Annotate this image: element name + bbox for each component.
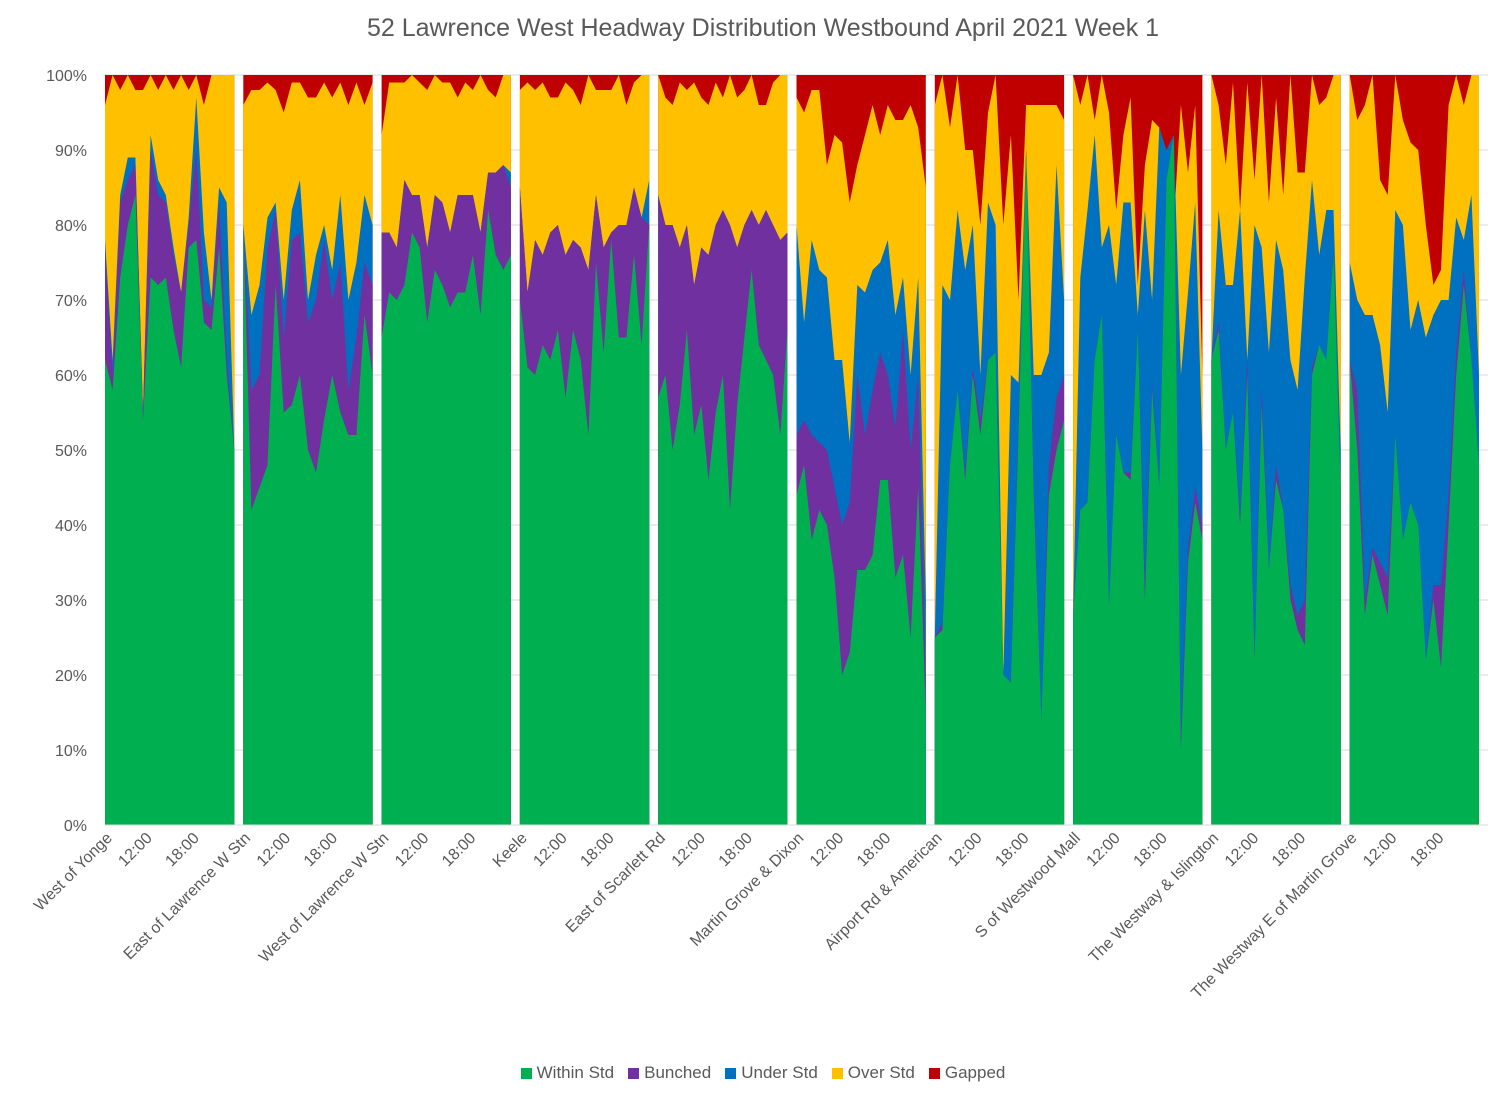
y-tick-label: 40% — [55, 518, 87, 535]
legend-swatch — [725, 1067, 737, 1079]
legend-item-bunched: Bunched — [628, 1063, 711, 1083]
legend-label: Within Std — [536, 1063, 615, 1082]
stop-panel — [105, 75, 235, 825]
x-tick-time-label: 12:00 — [1084, 830, 1124, 870]
x-tick-stop-label: West of Yonge — [31, 830, 116, 915]
area-within-std — [934, 150, 1065, 825]
y-tick-label: 60% — [55, 368, 87, 385]
legend-swatch — [831, 1067, 843, 1079]
x-tick-time-label: 18:00 — [854, 830, 894, 870]
area-within-std — [1349, 285, 1479, 825]
x-tick-time-label: 12:00 — [669, 830, 709, 870]
x-tick-time-label: 18:00 — [577, 830, 617, 870]
area-within-std — [796, 465, 926, 825]
x-tick-time-label: 12:00 — [1222, 830, 1262, 870]
stop-panel — [519, 75, 650, 825]
x-tick-stop-label: S of Westwood Mall — [972, 830, 1084, 942]
legend-swatch — [928, 1067, 940, 1079]
stop-panel — [1349, 75, 1479, 825]
legend-label: Gapped — [944, 1063, 1006, 1082]
y-tick-label: 100% — [46, 68, 87, 85]
legend-item-over-std: Over Std — [831, 1063, 915, 1083]
legend-label: Bunched — [644, 1063, 712, 1082]
area-within-std — [243, 225, 373, 825]
stop-panel — [658, 75, 788, 825]
x-tick-time-label: 12:00 — [1360, 830, 1400, 870]
x-tick-time-label: 18:00 — [1407, 830, 1447, 870]
legend-swatch — [520, 1067, 532, 1079]
area-within-std — [519, 225, 650, 825]
y-tick-label: 20% — [55, 668, 87, 685]
legend-swatch — [628, 1067, 640, 1079]
x-tick-stop-label: Keele — [490, 830, 531, 871]
y-tick-label: 30% — [55, 593, 87, 610]
x-tick-time-label: 18:00 — [439, 830, 479, 870]
legend-label: Over Std — [847, 1063, 915, 1082]
stop-panel — [796, 75, 926, 825]
y-tick-label: 80% — [55, 218, 87, 235]
x-tick-time-label: 18:00 — [1131, 830, 1171, 870]
y-axis: 0% 10% 20% 30% 40% 50% 60% 70% 80% 90% 100% — [46, 68, 87, 835]
area-series — [105, 75, 1479, 825]
x-tick-time-label: 18:00 — [992, 830, 1032, 870]
x-tick-time-label: 12:00 — [115, 830, 155, 870]
y-tick-label: 10% — [55, 743, 87, 760]
area-within-std — [1211, 255, 1341, 825]
x-tick-stop-label: East of Scarlett Rd — [563, 830, 669, 936]
y-tick-label: 50% — [55, 443, 87, 460]
chart-title: 52 Lawrence West Headway Distribution We… — [366, 14, 1160, 42]
x-tick-time-label: 12:00 — [530, 830, 570, 870]
area-within-std — [105, 195, 235, 825]
stop-panel — [243, 75, 373, 825]
x-tick-time-label: 18:00 — [162, 830, 202, 870]
area-within-std — [1073, 135, 1203, 825]
area-within-std — [658, 270, 788, 825]
area-within-std — [381, 210, 511, 825]
legend-item-within-std: Within Std — [520, 1063, 615, 1083]
x-tick-time-label: 18:00 — [716, 830, 756, 870]
legend-item-under-std: Under Std — [725, 1063, 818, 1083]
x-tick-time-label: 18:00 — [1269, 830, 1309, 870]
legend-item-gapped: Gapped — [928, 1063, 1006, 1083]
legend: Within Std Bunched Under Std Over Std Ga… — [0, 1063, 1506, 1083]
y-tick-label: 70% — [55, 293, 87, 310]
stop-panel — [1211, 75, 1341, 825]
stop-panel — [381, 75, 511, 825]
stop-panel — [1073, 75, 1203, 825]
x-tick-time-label: 18:00 — [301, 830, 341, 870]
legend-label: Under Std — [741, 1063, 818, 1082]
x-tick-time-label: 12:00 — [807, 830, 847, 870]
x-tick-time-label: 12:00 — [254, 830, 294, 870]
y-tick-label: 90% — [55, 143, 87, 160]
y-tick-label: 0% — [64, 818, 87, 835]
x-tick-time-label: 12:00 — [945, 830, 985, 870]
stop-panel — [934, 75, 1065, 825]
x-tick-time-label: 12:00 — [392, 830, 432, 870]
